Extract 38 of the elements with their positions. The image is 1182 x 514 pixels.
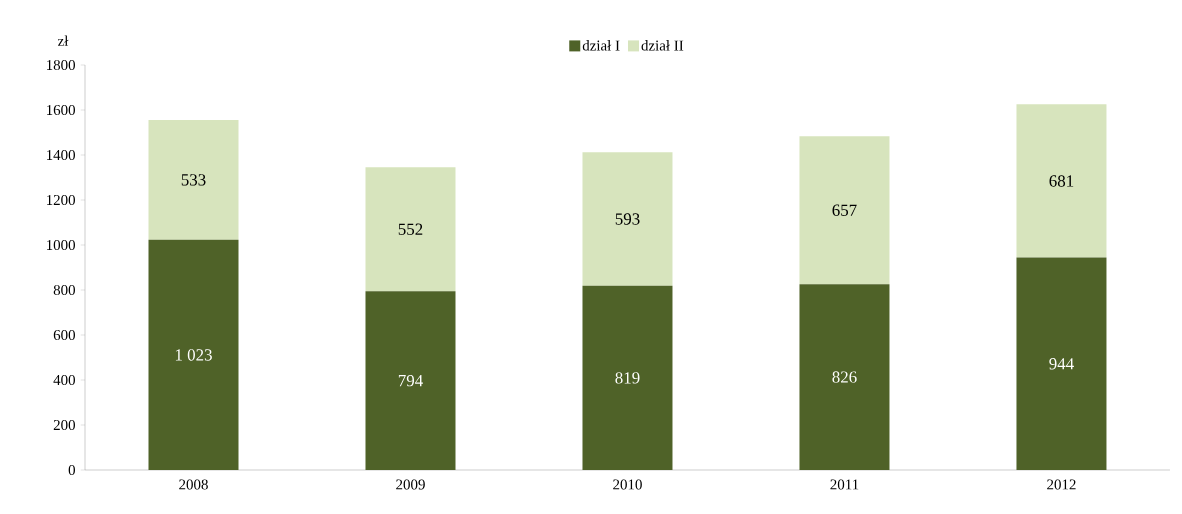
y-tick-label: 1000 — [46, 239, 75, 251]
y-tick-label: 0 — [68, 464, 75, 476]
legend-label: dział I — [582, 40, 620, 51]
data-label: 819 — [615, 372, 640, 384]
legend-label: dział II — [641, 40, 684, 51]
bar — [365, 167, 456, 292]
x-tick-label: 2010 — [613, 479, 642, 490]
x-tick-label: 2008 — [179, 479, 208, 490]
data-label: 533 — [181, 174, 206, 186]
bar — [1016, 257, 1107, 470]
data-label: 593 — [615, 213, 640, 225]
y-tick-label: 1400 — [46, 149, 75, 161]
bar — [799, 284, 890, 470]
data-label: 681 — [1049, 175, 1074, 187]
data-label: 1 023 — [175, 349, 212, 361]
y-tick-label: 1600 — [46, 104, 75, 116]
y-tick-label: 1800 — [46, 59, 75, 71]
data-label: 826 — [832, 371, 857, 383]
y-tick-label: 400 — [53, 374, 75, 386]
bar — [582, 285, 673, 470]
bar — [1016, 104, 1107, 258]
y-axis-title: zł — [58, 35, 69, 46]
x-tick-label: 2011 — [830, 479, 859, 490]
y-tick-label: 600 — [53, 329, 75, 341]
y-tick-label: 800 — [53, 284, 75, 296]
bar — [799, 136, 890, 285]
bar — [582, 152, 673, 286]
data-label: 552 — [398, 223, 423, 235]
x-tick-label: 2009 — [396, 479, 425, 490]
data-label: 657 — [832, 204, 857, 216]
y-tick-label: 1200 — [46, 194, 75, 206]
x-tick-label: 2012 — [1047, 479, 1076, 490]
bar — [365, 291, 456, 470]
data-label: 794 — [398, 374, 423, 387]
data-label: 944 — [1049, 358, 1074, 370]
bar — [148, 119, 239, 240]
y-tick-label: 200 — [53, 419, 75, 431]
bar — [148, 239, 239, 470]
